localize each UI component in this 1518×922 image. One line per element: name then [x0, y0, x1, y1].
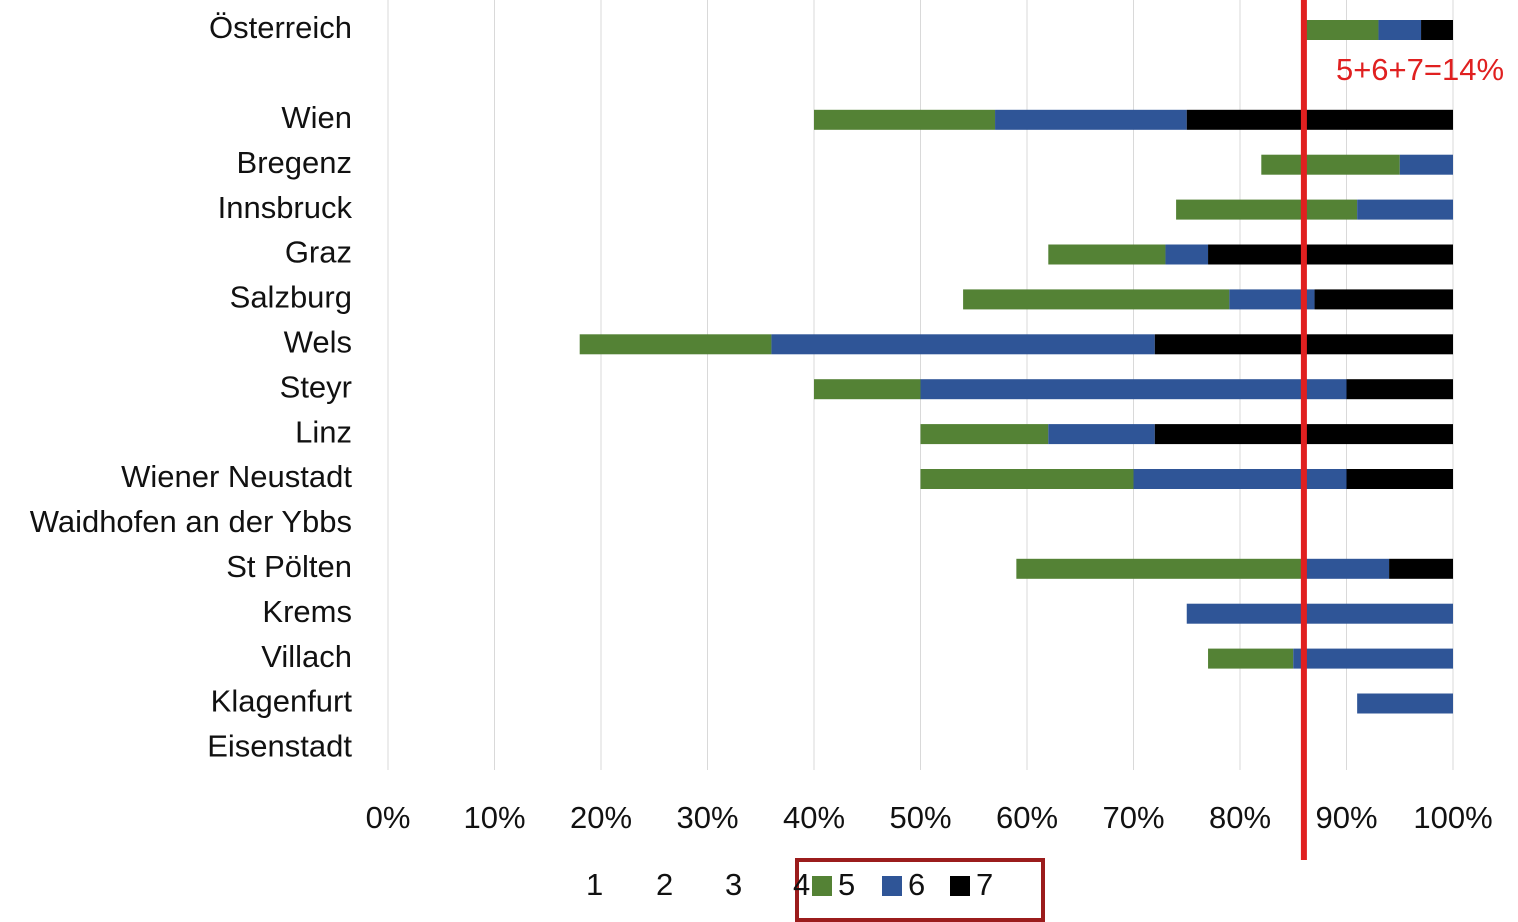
bar-segment	[388, 245, 1048, 265]
bar-segment	[579, 334, 772, 355]
y-tick-label: Linz	[295, 414, 352, 449]
bar-segment	[1186, 109, 1453, 130]
bar-segment	[388, 469, 921, 489]
bar-segment	[388, 20, 1304, 40]
bar-segment	[1303, 20, 1379, 40]
x-tick-label: 0%	[366, 800, 411, 835]
bar-segment	[771, 334, 1155, 355]
bar-segment	[1133, 469, 1347, 489]
bar-segment	[1186, 603, 1453, 624]
y-tick-label: Innsbruck	[218, 190, 353, 225]
y-tick-label: Graz	[285, 235, 352, 270]
bar-segment	[1048, 424, 1155, 445]
legend-swatch	[882, 876, 902, 896]
bar-segment	[1016, 558, 1304, 579]
y-tick-label: Salzburg	[230, 280, 352, 315]
y-tick-label: Österreich	[209, 10, 352, 45]
bar-segment	[1357, 199, 1453, 220]
x-tick-label: 60%	[996, 800, 1058, 835]
legend-label: 1	[586, 867, 603, 902]
legend-label: 4	[793, 867, 810, 902]
x-tick-label: 50%	[889, 800, 951, 835]
y-tick-label: St Pölten	[226, 549, 352, 584]
y-tick-label: Wien	[281, 100, 352, 135]
bar-segment	[1346, 469, 1453, 489]
x-tick-label: 20%	[570, 800, 632, 835]
annotation: 5+6+7=14%	[1336, 52, 1504, 87]
bar-segment	[388, 289, 963, 309]
bar-segment	[920, 379, 1347, 400]
legend-swatch	[812, 876, 832, 896]
legend-label: 2	[656, 867, 673, 902]
bar-segment	[1208, 648, 1294, 669]
legend-swatch	[560, 876, 580, 896]
x-tick-label: 100%	[1413, 800, 1492, 835]
y-tick-label: Wels	[284, 324, 352, 359]
y-tick-label: Eisenstadt	[207, 729, 352, 764]
bar-segment	[1378, 20, 1422, 40]
bar-segment	[995, 109, 1187, 130]
x-tick-label: 40%	[783, 800, 845, 835]
bar-segment	[388, 559, 1016, 579]
bar-segment	[1165, 244, 1209, 265]
bar-segment	[1208, 244, 1453, 265]
x-tick-label: 70%	[1102, 800, 1164, 835]
bar-segment	[1303, 558, 1390, 579]
bar-segment	[1389, 558, 1453, 579]
y-tick-label: Steyr	[280, 369, 352, 404]
bar-segment	[1346, 379, 1453, 400]
y-tick-label: Wiener Neustadt	[121, 459, 352, 494]
legend-swatch	[630, 876, 650, 896]
legend-swatch	[950, 876, 970, 896]
bar-segment	[1357, 693, 1453, 714]
legend-swatch	[699, 876, 719, 896]
legend-label: 6	[908, 867, 925, 902]
bar-segment	[920, 469, 1134, 489]
bar-segment	[963, 289, 1230, 310]
legend-label: 7	[976, 867, 993, 902]
bar-segment	[388, 424, 921, 444]
legend-highlight	[795, 858, 1045, 922]
y-tick-label: Villach	[261, 639, 352, 674]
bar-segment	[388, 694, 1357, 714]
bar-segment	[1176, 199, 1358, 220]
bar-segment	[388, 334, 580, 354]
x-tick-label: 30%	[676, 800, 738, 835]
y-tick-label: Bregenz	[237, 145, 352, 180]
x-tick-label: 90%	[1315, 800, 1377, 835]
bar-segment	[388, 604, 1187, 624]
x-tick-label: 80%	[1209, 800, 1271, 835]
bar-segment	[814, 109, 996, 130]
bar-segment	[920, 424, 1049, 445]
bar-segment	[388, 649, 1208, 669]
bar-segment	[814, 379, 921, 400]
bar-segment	[1048, 244, 1166, 265]
legend-label: 3	[725, 867, 742, 902]
y-tick-label: Waidhofen an der Ybbs	[30, 504, 352, 539]
bar-segment	[1293, 648, 1453, 669]
legend-label: 5	[838, 867, 855, 902]
bar-segment	[388, 200, 1176, 220]
x-tick-label: 10%	[463, 800, 525, 835]
bar-segment	[1261, 154, 1400, 175]
y-tick-label: Klagenfurt	[211, 684, 353, 719]
bar-segment	[1421, 20, 1453, 40]
bar-segment	[388, 155, 1261, 175]
bar-segment	[1314, 289, 1453, 310]
bar-segment	[1229, 289, 1315, 310]
y-tick-label: Krems	[262, 594, 352, 629]
bar-segment	[1399, 154, 1453, 175]
legend-swatch	[767, 876, 787, 896]
